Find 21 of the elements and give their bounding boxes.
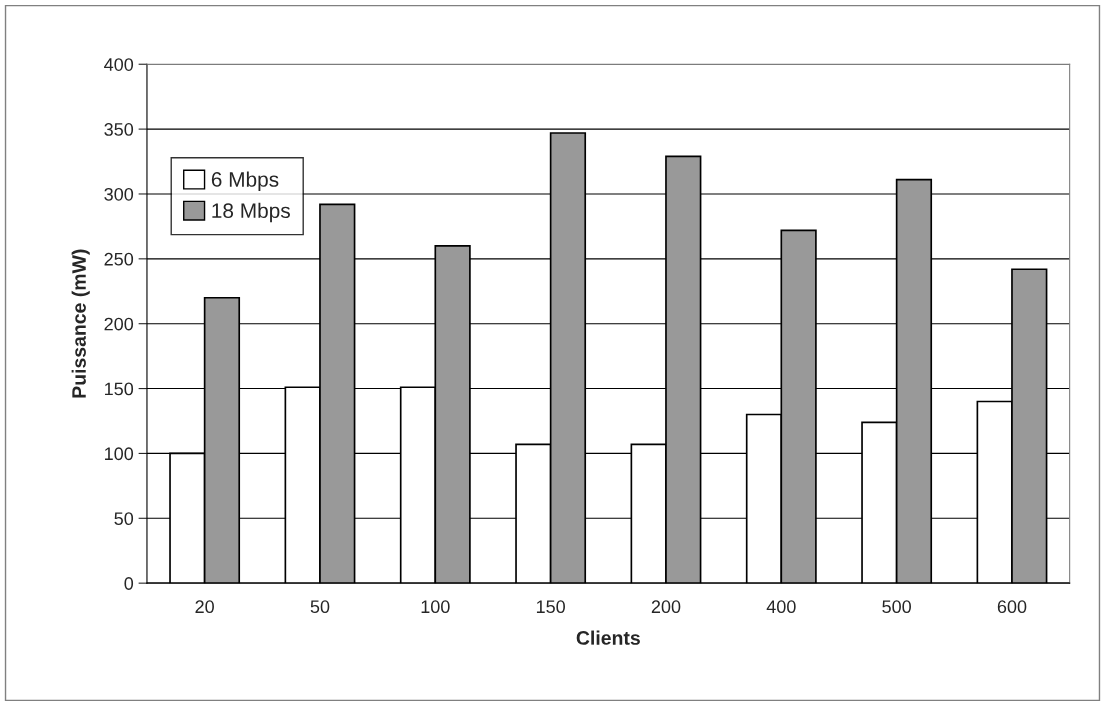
x-tick-label: 150 (536, 600, 565, 614)
legend-label: 18 Mbps (212, 202, 290, 223)
y-axis-title: Puissance (mW) (71, 249, 90, 398)
x-tick-label: 20 (195, 600, 214, 614)
y-tick-label: 350 (104, 123, 134, 136)
x-axis-title: Clients (576, 630, 640, 645)
legend-label: 6 Mbps (211, 171, 279, 191)
y-tick-label: 400 (104, 58, 134, 71)
y-tick-label: 300 (104, 187, 134, 201)
y-tick-label: 150 (105, 382, 134, 396)
x-tick-label: 400 (766, 600, 796, 614)
x-tick-label: 200 (651, 600, 681, 614)
y-tick-label: 50 (114, 512, 134, 526)
y-tick-label: 0 (124, 577, 134, 590)
x-tick-label: 100 (421, 600, 450, 614)
y-tick-label: 200 (104, 317, 134, 331)
y-tick-label: 100 (105, 447, 134, 461)
x-tick-label: 500 (882, 600, 911, 614)
y-tick-label: 250 (104, 252, 134, 266)
x-tick-label: 600 (997, 600, 1027, 614)
x-tick-label: 50 (310, 600, 330, 614)
